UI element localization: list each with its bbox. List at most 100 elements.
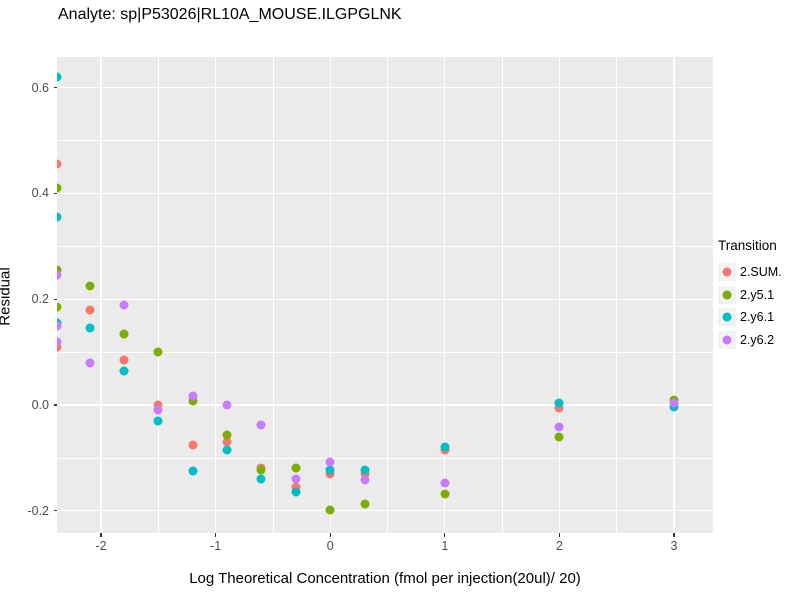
data-point-2.y6.2 [188, 391, 198, 401]
y-minor-gridline [57, 140, 713, 141]
data-point-2.y6.2 [153, 405, 163, 415]
data-point-2.y6.2 [256, 420, 266, 430]
data-point-2.y5.1 [153, 347, 163, 357]
x-tick-label: 3 [670, 539, 678, 553]
data-point-2.SUM. [291, 482, 301, 492]
y-tick-mark [53, 298, 57, 300]
data-point-2.SUM. [119, 355, 129, 365]
data-point-2.y6.1 [256, 474, 266, 484]
data-point-2.y6.2 [85, 358, 95, 368]
data-point-2.SUM. [153, 400, 163, 410]
y-major-gridline [57, 298, 713, 300]
y-tick-label: 0.0 [31, 398, 49, 412]
data-point-2.y6.2 [57, 270, 62, 280]
data-point-2.y6.2 [325, 457, 335, 467]
data-point-2.y5.1 [554, 432, 564, 442]
legend-key-dot [722, 335, 732, 345]
x-major-gridline [444, 57, 446, 533]
legend-key-box [718, 285, 736, 304]
x-tick-mark [558, 533, 561, 537]
x-tick-label: -1 [210, 539, 222, 553]
x-tick-mark [215, 533, 217, 537]
data-point-2.SUM. [554, 403, 564, 413]
y-minor-gridline [57, 351, 713, 353]
plot-panel [57, 57, 713, 533]
data-point-2.y6.1 [57, 212, 62, 222]
y-axis-title: Residual [0, 267, 14, 326]
legend-entry-label: 2.SUM. [740, 265, 782, 280]
data-point-2.y5.1 [188, 396, 198, 406]
data-point-2.y6.2 [669, 398, 679, 408]
data-point-2.y5.1 [360, 499, 370, 509]
y-tick-mark [53, 87, 57, 89]
legend: Transition 2.SUM. 2.y5.1 2.y6.1 2.y6.2 [718, 238, 782, 351]
data-point-2.y5.1 [440, 489, 450, 499]
data-point-2.y6.1 [554, 398, 564, 408]
y-major-gridline [57, 87, 713, 89]
legend-entry-label: 2.y5.1 [740, 287, 775, 302]
x-tick-mark [444, 533, 446, 537]
x-axis-title: Log Theoretical Concentration (fmol per … [189, 570, 581, 587]
x-tick-label: -2 [95, 539, 107, 553]
data-point-2.y6.2 [360, 475, 370, 485]
y-tick-label: 0.6 [31, 80, 49, 95]
x-tick-label: 2 [555, 539, 563, 553]
x-major-gridline [329, 57, 331, 533]
legend-entries: 2.SUM. 2.y5.1 2.y6.1 2.y6.2 [718, 261, 782, 351]
data-point-2.y5.1 [256, 465, 266, 475]
legend-entry: 2.y5.1 [718, 284, 782, 307]
y-minor-gridline [57, 245, 713, 247]
legend-entry-label: 2.y6.1 [740, 310, 775, 325]
data-point-2.y5.1 [57, 302, 62, 312]
data-point-2.y6.2 [57, 321, 62, 331]
x-major-gridline [558, 57, 561, 533]
data-point-2.y6.1 [85, 323, 95, 333]
data-point-2.SUM. [222, 437, 232, 447]
legend-key-box [718, 263, 736, 282]
data-point-2.y6.2 [57, 337, 62, 347]
data-point-2.SUM. [85, 305, 95, 315]
data-point-2.y5.1 [222, 430, 232, 440]
y-major-gridline [57, 510, 713, 512]
data-point-2.y5.1 [325, 505, 335, 515]
data-point-2.y6.1 [440, 442, 450, 452]
legend-entry: 2.SUM. [718, 261, 782, 284]
x-minor-gridline [616, 57, 618, 533]
legend-entry: 2.y6.1 [718, 306, 782, 329]
x-major-gridline [673, 57, 675, 533]
data-point-2.y5.1 [57, 183, 62, 193]
legend-key-box [718, 308, 736, 327]
data-point-2.y6.1 [57, 72, 62, 82]
y-tick-mark [53, 192, 57, 195]
x-major-gridline [100, 57, 102, 533]
data-point-2.y6.1 [325, 465, 335, 475]
data-point-2.y5.1 [119, 329, 129, 339]
legend-key-box [718, 330, 736, 349]
data-point-2.y6.2 [291, 474, 301, 484]
data-point-2.y6.2 [440, 478, 450, 488]
y-tick-label: 0.2 [31, 292, 49, 307]
legend-title: Transition [718, 238, 777, 253]
data-point-2.y5.1 [291, 463, 301, 473]
data-point-2.SUM. [188, 440, 198, 450]
y-major-gridline [57, 192, 713, 195]
x-minor-gridline [272, 57, 274, 533]
x-minor-gridline [157, 57, 159, 533]
y-tick-label: -0.2 [27, 503, 49, 518]
x-tick-label: 0 [326, 539, 334, 553]
data-point-2.y5.1 [85, 281, 95, 291]
chart-title: Analyte: sp|P53026|RL10A_MOUSE.ILGPGLNK [58, 6, 402, 23]
x-tick-label: 1 [441, 539, 449, 553]
x-major-gridline [214, 57, 217, 533]
data-point-2.y6.1 [222, 445, 232, 455]
x-tick-mark [100, 533, 102, 537]
y-tick-label: 0.4 [31, 186, 49, 201]
legend-key-dot [722, 267, 732, 277]
y-major-gridline [57, 404, 713, 406]
data-point-2.y6.2 [554, 422, 564, 432]
legend-entry: 2.y6.2 [718, 329, 782, 352]
data-point-2.y5.1 [57, 265, 62, 275]
data-point-2.y6.1 [188, 466, 198, 476]
data-point-2.SUM. [57, 342, 62, 352]
